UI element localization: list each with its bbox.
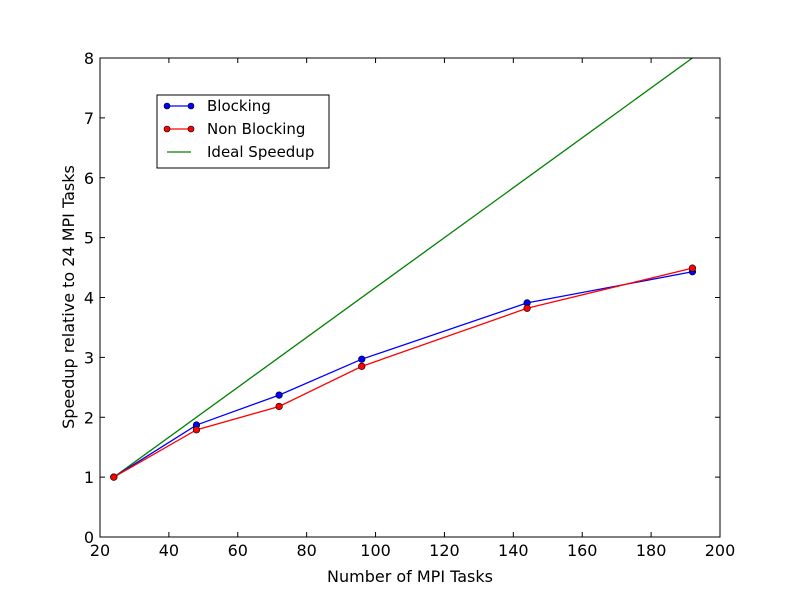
x-tick-label: 20 <box>90 541 110 560</box>
y-tick-label: 7 <box>84 109 94 128</box>
series-line-non-blocking <box>113 267 693 478</box>
tick-layer: 20 40 60 80 100 120 140 160 180 200 0 1 2 3 4 5 6 7 8 <box>84 49 735 560</box>
x-tick-label: 60 <box>228 541 248 560</box>
data-point-non-blocking <box>275 402 283 411</box>
series-line-blocking <box>113 271 693 478</box>
data-point-blocking <box>358 355 366 363</box>
y-axis-label: Speedup relative to 24 MPI Tasks <box>59 165 78 429</box>
y-tick-label: 2 <box>84 408 94 427</box>
y-tick-label: 6 <box>84 169 94 188</box>
data-point-non-blocking <box>523 304 531 312</box>
legend-marker <box>163 125 171 133</box>
x-tick-label: 180 <box>636 541 667 560</box>
y-tick-label: 0 <box>84 528 94 547</box>
legend-item-non-blocking: Non Blocking <box>163 120 305 138</box>
series-line-ideal-speedup <box>113 58 693 478</box>
series-non-blocking <box>110 264 697 481</box>
series-ideal-speedup <box>113 58 693 478</box>
x-tick-label: 120 <box>429 541 460 560</box>
data-point-non-blocking <box>110 473 118 481</box>
data-point-non-blocking <box>192 426 201 434</box>
y-tick-label: 8 <box>84 49 94 68</box>
legend-marker <box>187 102 195 110</box>
data-point-non-blocking <box>688 264 697 272</box>
x-axis-label: Number of MPI Tasks <box>327 567 493 586</box>
series-layer <box>110 58 697 481</box>
legend-item-blocking: Blocking <box>163 97 271 115</box>
x-tick-label: 200 <box>705 541 736 560</box>
legend-marker <box>187 125 195 133</box>
legend-label-blocking: Blocking <box>207 97 271 115</box>
y-tick-label: 4 <box>84 289 94 308</box>
legend: Blocking Non Blocking Ideal Speedup <box>156 94 330 169</box>
x-tick-label: 160 <box>567 541 598 560</box>
x-tick-label: 100 <box>360 541 391 560</box>
y-tick-label: 1 <box>84 468 94 487</box>
y-tick-label: 5 <box>84 229 94 248</box>
legend-marker <box>163 102 171 110</box>
y-tick-label: 3 <box>84 348 94 367</box>
legend-frame <box>156 94 330 169</box>
legend-label-non-blocking: Non Blocking <box>207 120 305 138</box>
legend-label-ideal-speedup: Ideal Speedup <box>207 143 314 161</box>
data-point-non-blocking <box>358 362 366 370</box>
x-tick-label: 40 <box>159 541 179 560</box>
legend-item-ideal-speedup: Ideal Speedup <box>167 143 314 161</box>
x-tick-label: 80 <box>296 541 316 560</box>
data-point-blocking <box>275 391 283 399</box>
x-tick-label: 140 <box>498 541 529 560</box>
